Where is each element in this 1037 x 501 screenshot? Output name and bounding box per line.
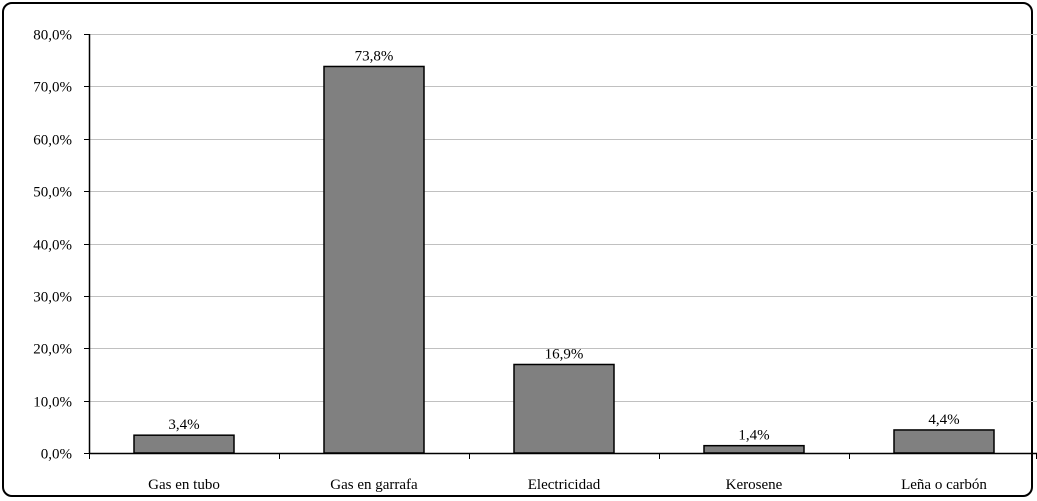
y-axis-ticks: 0,0% 10,0% 20,0% 30,0% 40,0% 50,0% 60,0% 70,0% 8…: [33, 28, 89, 463]
data-label: 3,4%: [168, 417, 199, 433]
x-tick-label: Gas en tubo: [148, 477, 220, 493]
data-label: 1,4%: [738, 428, 769, 444]
y-tick-label: 70,0%: [33, 80, 72, 96]
bar: [513, 363, 615, 454]
data-label: 16,9%: [545, 346, 584, 362]
x-tick-label: Electricidad: [528, 477, 601, 493]
y-tick-label: 50,0%: [33, 185, 72, 201]
y-tick-label: 80,0%: [33, 28, 72, 44]
y-tick-label: 0,0%: [41, 447, 72, 463]
data-labels: 3,4% 73,8% 16,9% 1,4% 4,4%: [168, 48, 959, 443]
y-tick-label: 40,0%: [33, 238, 72, 254]
y-tick-label: 20,0%: [33, 342, 72, 358]
bar: [133, 434, 235, 454]
y-tick-label: 30,0%: [33, 290, 72, 306]
bar: [323, 65, 425, 454]
data-label: 73,8%: [355, 48, 394, 64]
x-tick-label: Leña o carbón: [901, 477, 987, 493]
bar: [893, 429, 995, 454]
bar: [703, 444, 805, 454]
axes: [88, 34, 1037, 455]
gridlines: [89, 34, 1037, 402]
x-axis-ticks: Gas en tubo Gas en garrafa Electricidad Ker…: [89, 453, 1037, 493]
bars: [133, 65, 995, 454]
data-label: 4,4%: [928, 412, 959, 428]
y-tick-label: 60,0%: [33, 133, 72, 149]
x-tick-label: Gas en garrafa: [330, 477, 418, 493]
y-tick-label: 10,0%: [33, 395, 72, 411]
x-tick-label: Kerosene: [726, 477, 783, 493]
